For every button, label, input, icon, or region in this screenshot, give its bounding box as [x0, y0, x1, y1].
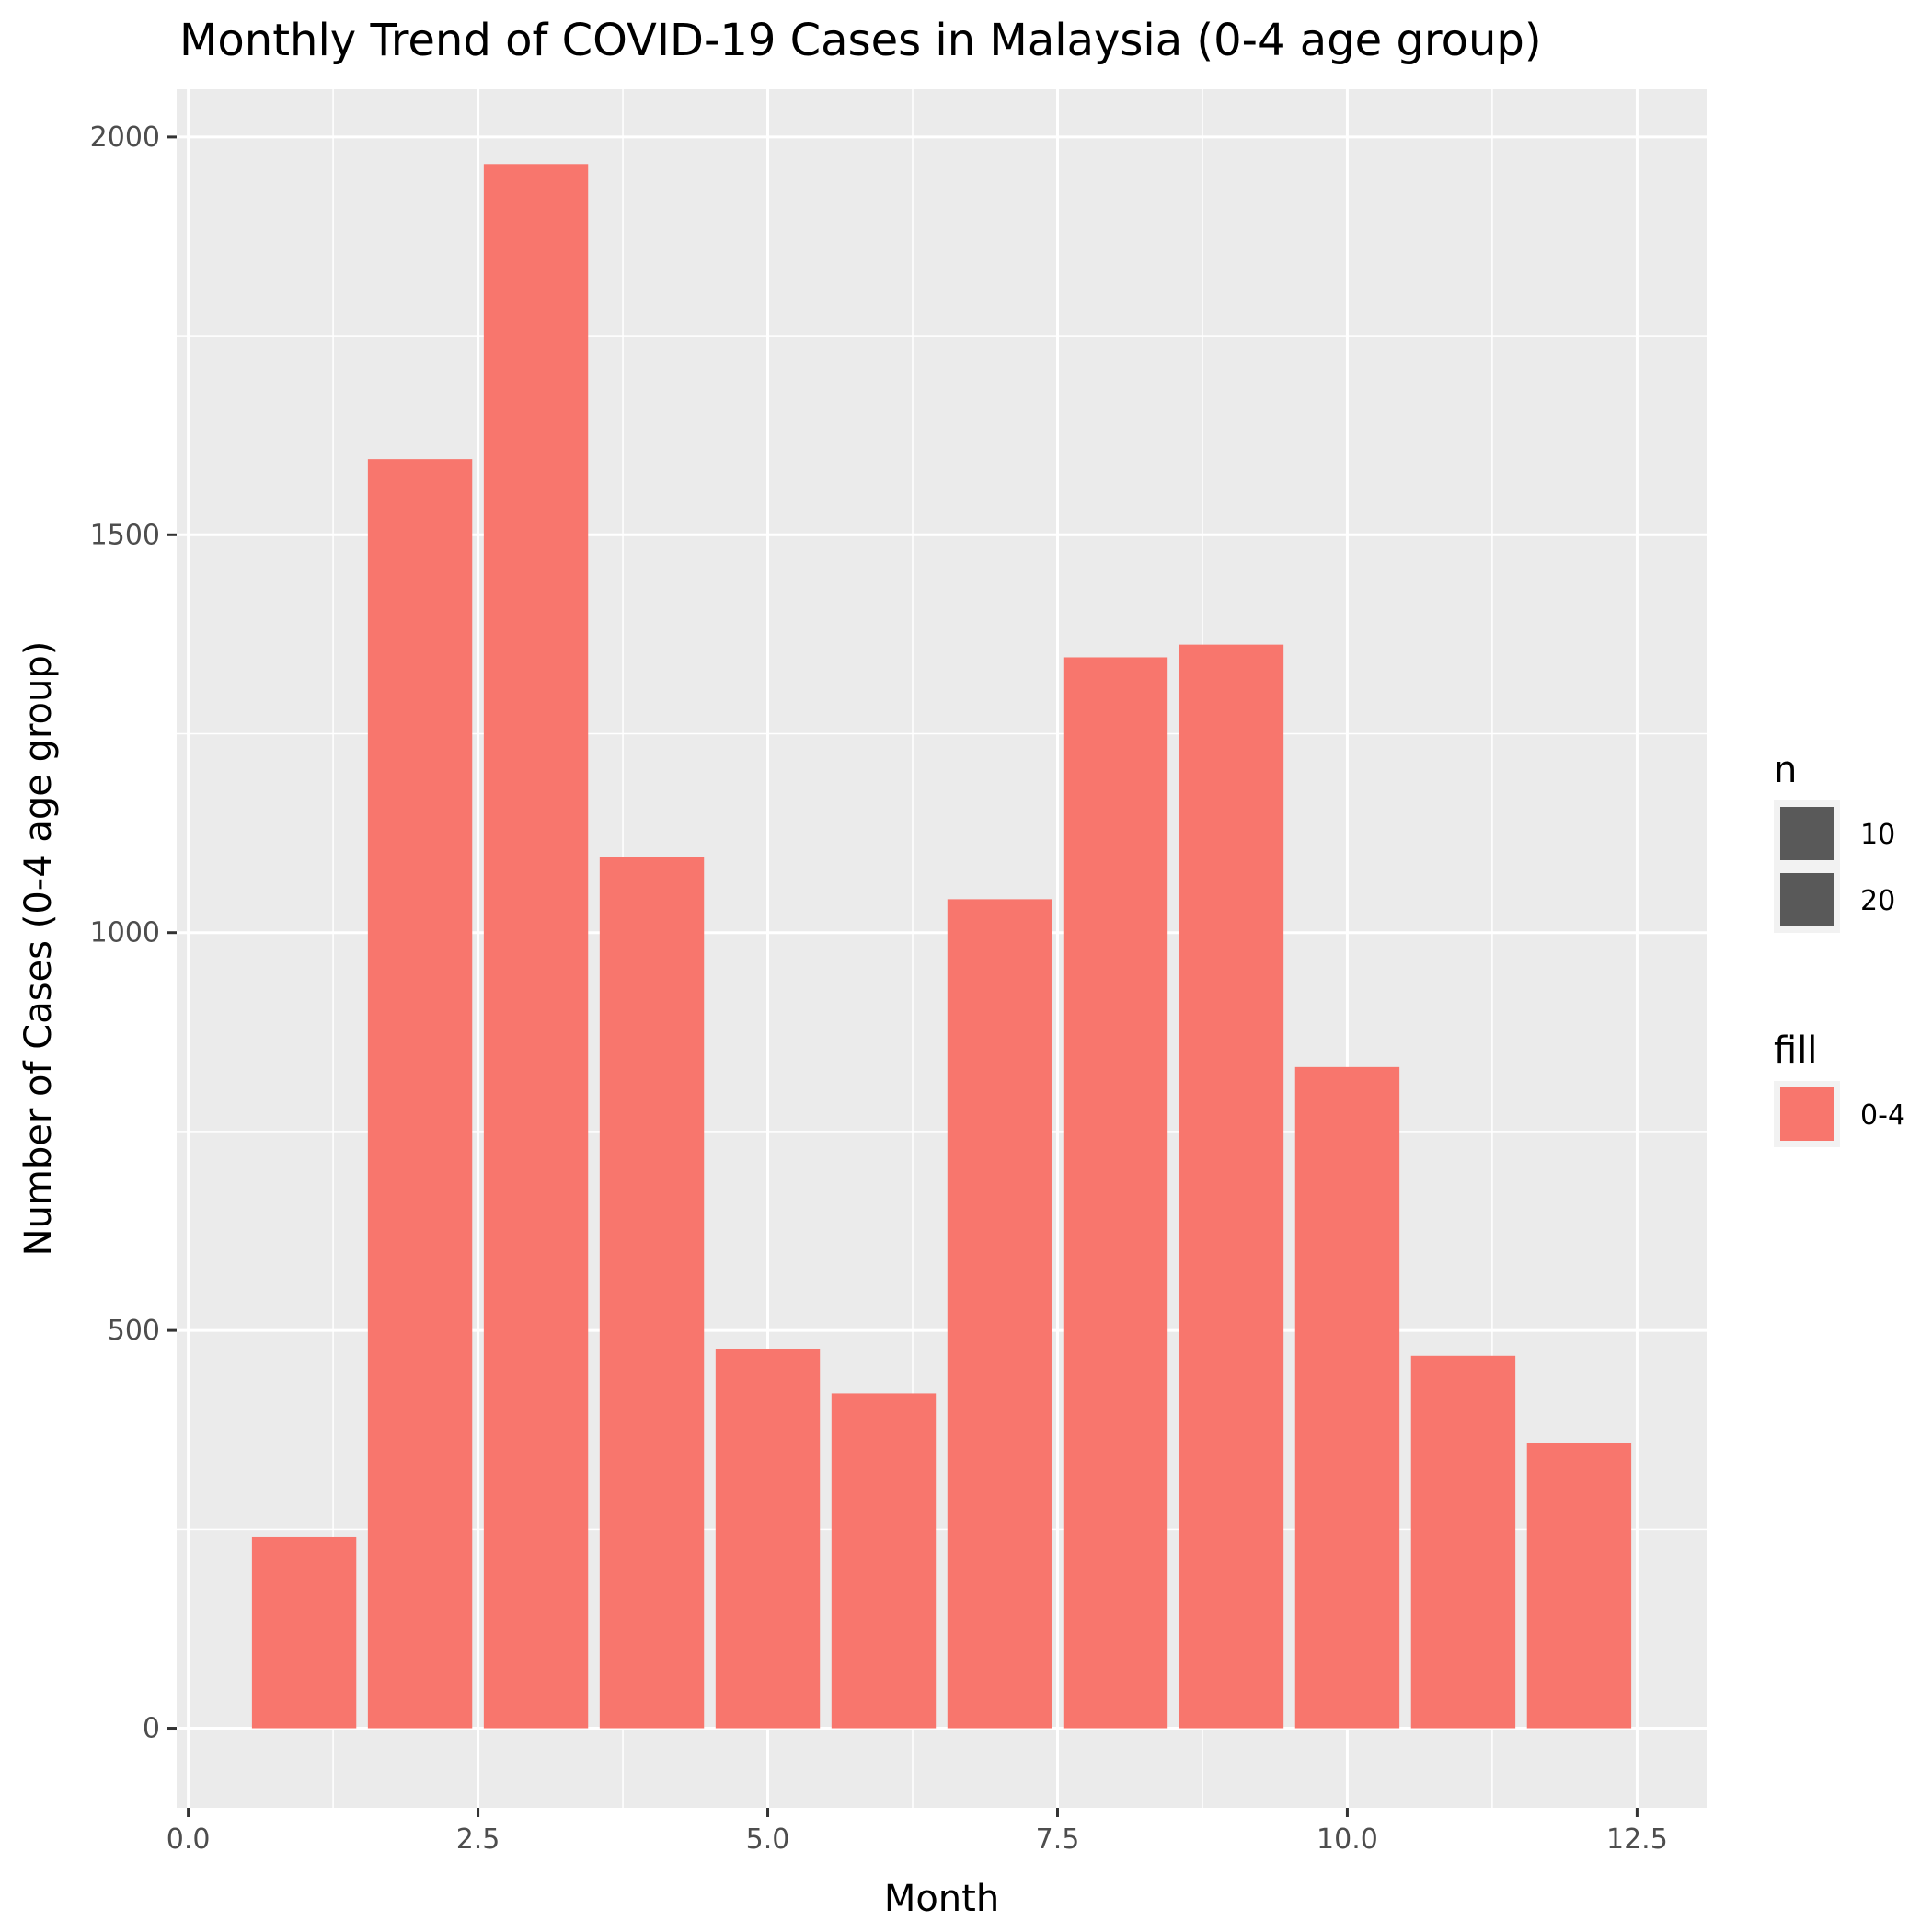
x-tick-label: 2.5 — [456, 1823, 500, 1856]
legend-title: fill — [1774, 1029, 1817, 1072]
y-tick-label: 1000 — [90, 917, 160, 949]
y-axis-title: Number of Cases (0-4 age group) — [17, 641, 60, 1257]
legend-key — [1780, 873, 1834, 926]
y-tick-label: 500 — [108, 1315, 160, 1347]
bar-month-5 — [715, 1349, 821, 1729]
chart-title: Monthly Trend of COVID-19 Cases in Malay… — [179, 15, 1542, 66]
legend-label: 10 — [1860, 819, 1895, 851]
legend: n 10 20 fill 0-4 — [1774, 749, 1905, 1147]
legend-label: 0-4 — [1860, 1099, 1905, 1132]
x-tick-label: 5.0 — [746, 1823, 790, 1856]
x-axis-title: Month — [884, 1878, 999, 1920]
x-tick-label: 10.0 — [1317, 1823, 1378, 1856]
legend-title: n — [1774, 749, 1797, 791]
legend-key — [1780, 1087, 1834, 1141]
y-axis: 0 500 1000 1500 2000 — [90, 121, 177, 1745]
bar-month-1 — [251, 1536, 357, 1729]
y-tick-label: 2000 — [90, 121, 160, 154]
legend-key — [1780, 807, 1834, 860]
x-tick-label: 12.5 — [1606, 1823, 1668, 1856]
x-axis: 0.0 2.5 5.0 7.5 10.0 12.5 — [167, 1808, 1668, 1856]
x-tick-label: 0.0 — [167, 1823, 211, 1856]
y-tick-label: 1500 — [90, 519, 160, 551]
legend-label: 20 — [1860, 885, 1895, 917]
bar-month-12 — [1526, 1443, 1632, 1729]
bar-month-8 — [1063, 657, 1168, 1729]
bar-month-7 — [947, 899, 1052, 1729]
bars — [251, 164, 1632, 1729]
bar-month-11 — [1410, 1355, 1516, 1729]
y-tick-label: 0 — [143, 1713, 160, 1745]
x-tick-label: 7.5 — [1036, 1823, 1080, 1856]
bar-month-3 — [483, 164, 589, 1729]
bar-month-6 — [831, 1393, 937, 1729]
bar-month-9 — [1179, 644, 1284, 1729]
legend-n: n 10 20 — [1774, 749, 1895, 933]
bar-month-10 — [1294, 1066, 1400, 1729]
bar-month-2 — [367, 459, 473, 1729]
bar-month-4 — [599, 857, 705, 1729]
legend-fill: fill 0-4 — [1774, 1029, 1905, 1147]
